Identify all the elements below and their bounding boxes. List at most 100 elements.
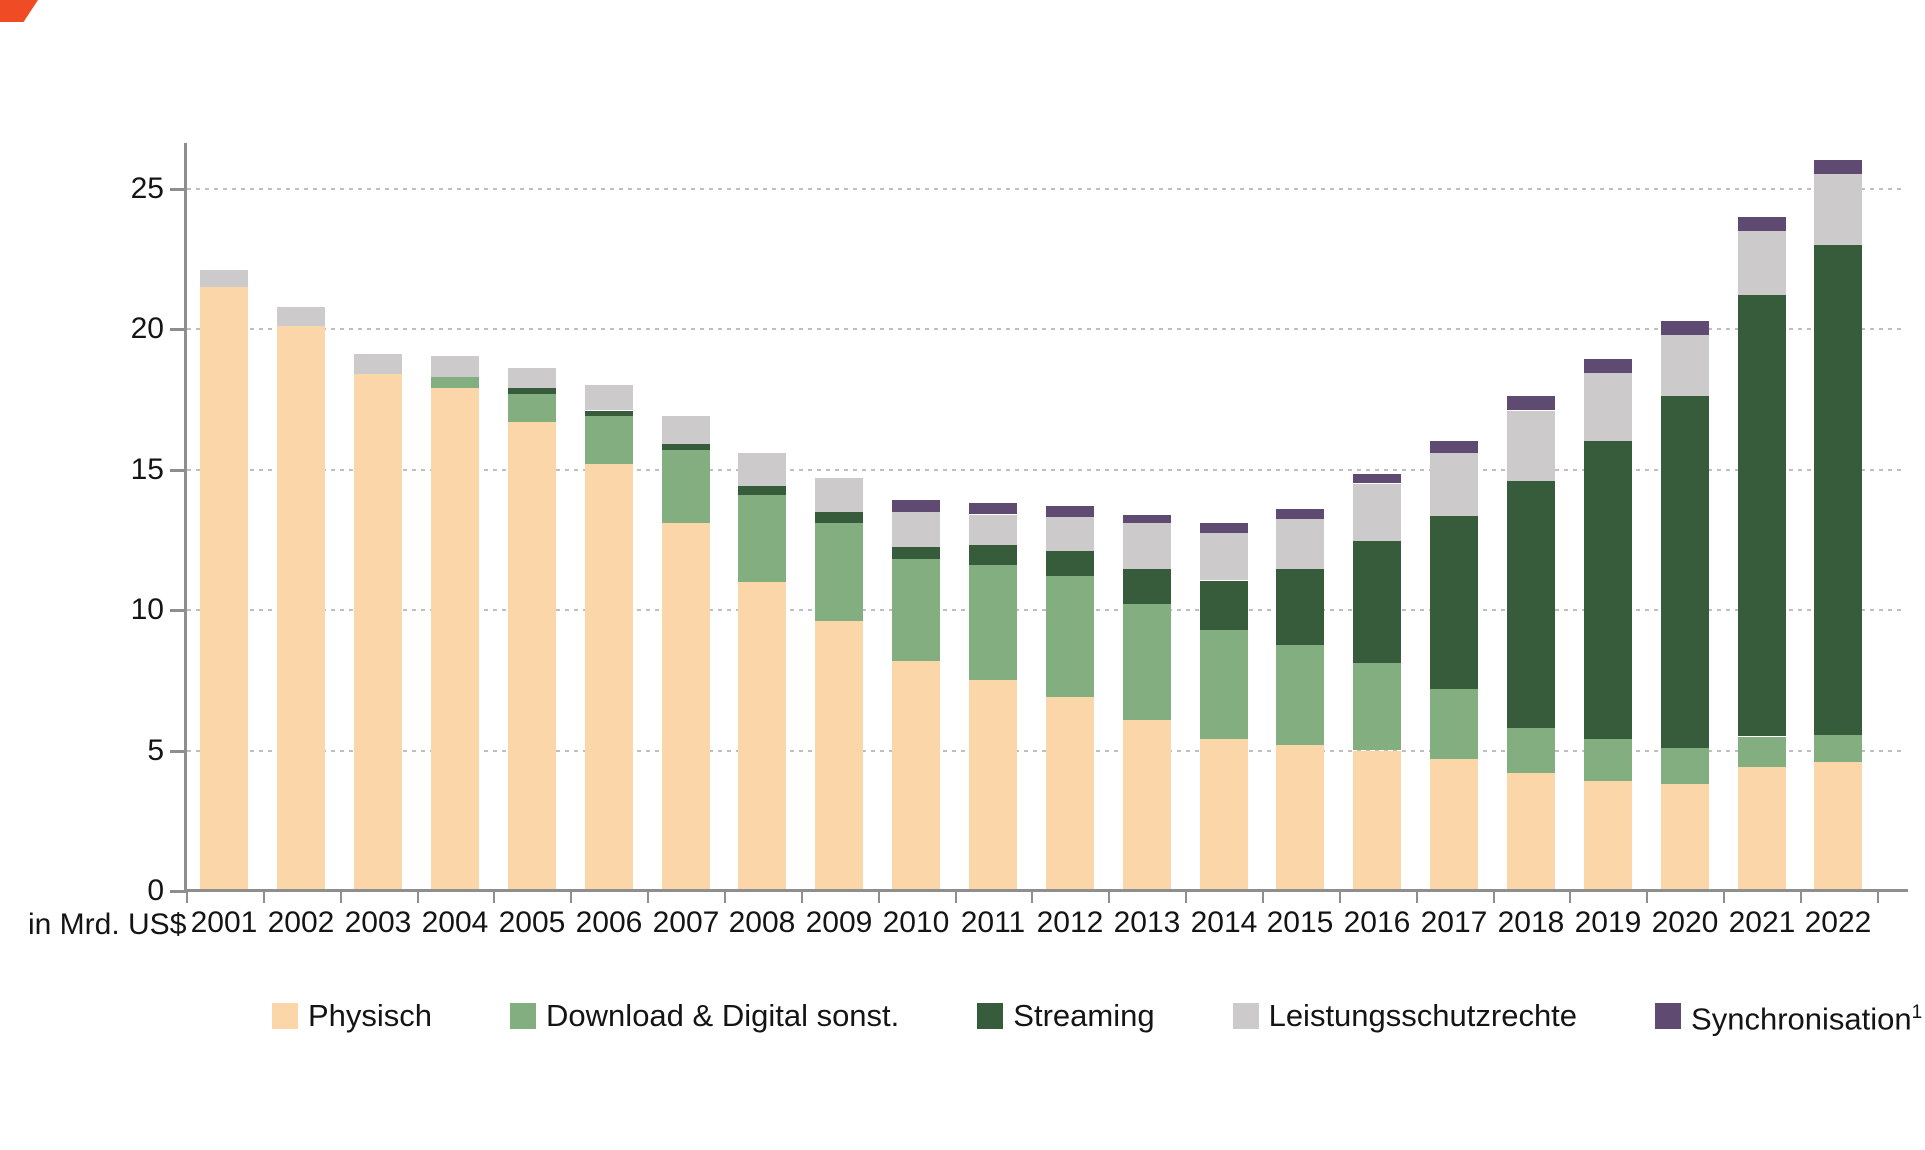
bar-segment-2001-leistungsschutzrechte [200,270,248,287]
bar-segment-2016-leistungsschutzrechte [1353,483,1401,542]
x-axis-year-label: 2002 [267,906,335,939]
bar-segment-2020-leistungsschutzrechte [1661,334,1709,397]
y-axis-tick-label: 15 [130,452,164,486]
x-axis-year-label: 2018 [1497,906,1565,939]
x-axis-tick [1877,891,1879,903]
bar-segment-2017-streaming [1430,515,1478,689]
bar-segment-2009-physisch [815,621,863,891]
y-axis-tick [170,890,186,893]
bar-segment-2016-synchronisation [1353,473,1401,484]
bar-segment-2019-physisch [1584,781,1632,891]
bar-segment-2012-synchronisation [1046,506,1094,518]
x-axis-year-label: 2008 [728,906,796,939]
legend-label: Streaming [1013,998,1155,1034]
bar-segment-2021-physisch [1738,767,1786,891]
bar-segment-2020-physisch [1661,784,1709,891]
x-axis-year-label: 2003 [344,906,412,939]
x-axis-year-label: 2005 [498,906,566,939]
bar-segment-2009-download-digital-sonst- [815,522,863,622]
bar-segment-2005-streaming [508,388,556,394]
y-axis-tick [170,749,186,753]
y-axis-tick-label: 20 [130,312,164,345]
x-axis-tick [1646,891,1648,903]
x-axis-tick [417,891,419,903]
bar-segment-2017-leistungsschutzrechte [1430,452,1478,516]
bar-segment-2018-streaming [1507,480,1555,728]
y-axis-tick-label: 10 [130,593,164,626]
bar-segment-2017-physisch [1430,758,1478,891]
bar-segment-2020-streaming [1661,396,1709,748]
bar-segment-2019-download-digital-sonst- [1584,739,1632,782]
bar-segment-2015-synchronisation [1276,508,1324,519]
bar-segment-2005-download-digital-sonst- [508,393,556,422]
bar-segment-2019-streaming [1584,441,1632,740]
x-axis-tick [186,891,188,903]
bar-segment-2012-download-digital-sonst- [1046,576,1094,698]
bar-segment-2022-physisch [1814,761,1862,891]
x-axis-tick [955,891,957,903]
bar-segment-2007-leistungsschutzrechte [662,416,710,445]
bar-segment-2013-synchronisation [1123,514,1171,523]
bar-segment-2011-synchronisation [969,503,1017,515]
legend-item-streaming: Streaming [977,998,1155,1034]
legend-label: Download & Digital sonst. [546,998,900,1034]
bar-segment-2019-synchronisation [1584,358,1632,373]
bar-segment-2001-physisch [200,286,248,891]
bar-segment-2011-streaming [969,545,1017,566]
bar-segment-2008-leistungsschutzrechte [738,452,786,487]
x-axis-line [184,889,1908,892]
bar-segment-2016-download-digital-sonst- [1353,663,1401,751]
bar-segment-2009-streaming [815,511,863,523]
bar-segment-2020-synchronisation [1661,320,1709,335]
bar-segment-2006-streaming [585,410,633,417]
bar-segment-2011-leistungsschutzrechte [969,514,1017,546]
y-axis-tick-label: 25 [130,171,164,205]
x-axis-tick [1108,891,1110,903]
x-axis-tick [1262,891,1264,903]
bar-segment-2003-leistungsschutzrechte [354,354,402,374]
x-axis-tick [878,891,880,903]
bar-segment-2004-physisch [431,388,479,891]
x-axis-year-label: 2022 [1804,906,1872,939]
x-axis-year-label: 2021 [1728,906,1796,939]
x-axis-tick [570,891,572,903]
x-axis-tick [647,891,649,903]
bar-segment-2016-physisch [1353,750,1401,891]
bar-segment-2006-download-digital-sonst- [585,416,633,464]
x-axis-tick [1569,891,1571,903]
x-axis-tick [1031,891,1033,903]
bar-segment-2018-download-digital-sonst- [1507,728,1555,773]
bar-segment-2009-leistungsschutzrechte [815,477,863,512]
bar-segment-2021-leistungsschutzrechte [1738,230,1786,296]
x-axis-year-label: 2020 [1651,906,1719,939]
x-axis-tick [340,891,342,903]
x-axis-year-label: 2017 [1420,906,1488,939]
y-axis-tick [170,187,186,191]
legend-footnote-marker: 1 [1911,1002,1923,1023]
bar-segment-2013-physisch [1123,719,1171,891]
gridline-20 [187,328,1905,330]
legend-swatch-icon [510,1003,537,1030]
bar-segment-2010-physisch [892,660,940,891]
bar-segment-2002-leistungsschutzrechte [277,306,325,327]
bar-segment-2014-streaming [1200,580,1248,630]
x-axis-year-label: 2006 [575,906,643,939]
bar-segment-2022-synchronisation [1814,160,1862,175]
x-axis-tick [1185,891,1187,903]
bar-segment-2012-leistungsschutzrechte [1046,517,1094,551]
x-axis-tick [1800,891,1802,903]
legend-item-download-digital-sonst-: Download & Digital sonst. [510,999,899,1033]
x-axis-tick [724,891,726,903]
bar-segment-2010-download-digital-sonst- [892,559,940,661]
gridline-25 [187,187,1905,190]
y-axis-tick [170,468,186,472]
bar-segment-2008-physisch [738,581,786,891]
legend-swatch-icon [1232,1003,1259,1030]
x-axis-year-label: 2011 [960,906,1026,939]
legend: Physisch Download & Digital sonst. Streami… [272,996,1922,1036]
bar-segment-2012-physisch [1046,697,1094,891]
bar-segment-2021-synchronisation [1738,216,1786,231]
bar-segment-2021-streaming [1738,295,1786,737]
bar-segment-2022-leistungsschutzrechte [1814,174,1862,245]
x-axis-year-label: 2015 [1266,906,1334,939]
